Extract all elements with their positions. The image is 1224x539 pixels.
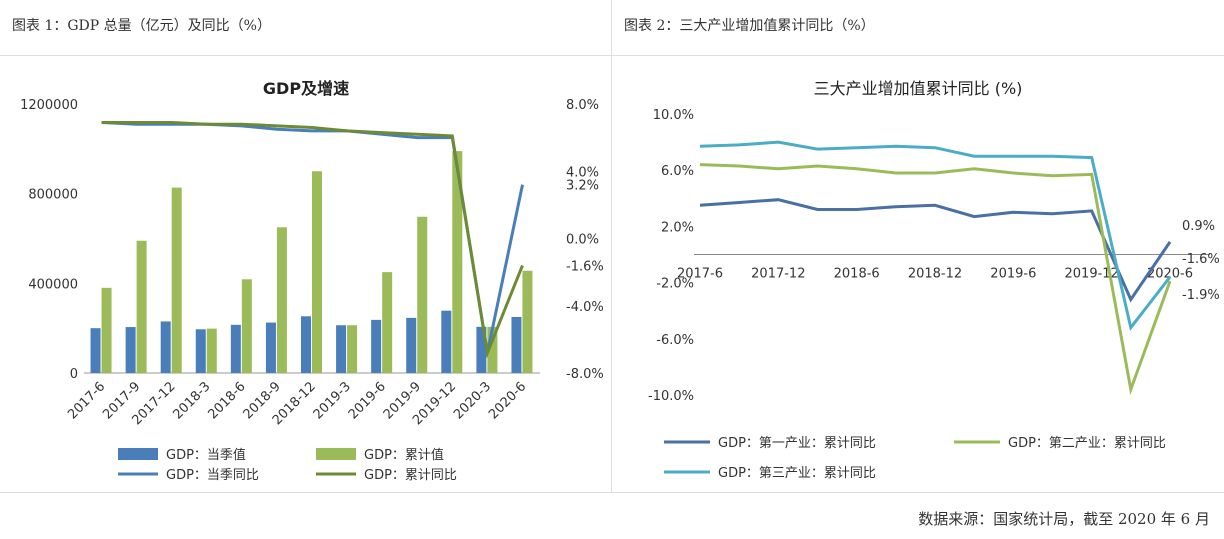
x-tick-label: 2018-12	[908, 267, 962, 282]
legend-label: GDP：第一产业：累计同比	[718, 436, 876, 451]
left-axis-tick-label: 1200000	[20, 98, 78, 113]
right-panel-title: 图表 2：三大产业增加值累计同比（%）	[624, 18, 875, 34]
bar	[452, 151, 463, 373]
series-line	[699, 163, 1172, 396]
series-line	[101, 121, 524, 359]
bar	[336, 325, 347, 373]
bar	[171, 187, 182, 373]
bar	[476, 326, 487, 373]
data-label: -1.6%	[1182, 252, 1220, 267]
bar	[417, 216, 428, 373]
right-axis-tick-label: -4.0%	[566, 300, 604, 315]
left-axis-tick-label: 0	[70, 367, 78, 382]
bar	[276, 227, 287, 373]
y-tick-label: -6.0%	[656, 333, 694, 348]
bar	[487, 326, 498, 373]
chart-title: 三大产业增加值累计同比 (%)	[814, 79, 1023, 98]
series-line	[699, 140, 1172, 332]
x-tick-label: 2020-3	[451, 379, 494, 422]
x-tick-label: 2019-12	[1065, 267, 1119, 282]
x-tick-label: 2020-6	[1147, 267, 1193, 282]
legend-label: GDP：累计值	[364, 447, 444, 463]
x-tick-label: 2019-6	[346, 379, 389, 422]
y-tick-label: 2.0%	[661, 220, 694, 235]
legend-swatch	[118, 448, 158, 460]
right-axis-tick-label: 4.0%	[566, 165, 599, 180]
left-axis-tick-label: 400000	[28, 277, 78, 292]
x-tick-label: 2019-3	[311, 379, 354, 422]
legend-label: GDP：第二产业：累计同比	[1008, 436, 1166, 451]
bar	[160, 321, 171, 373]
bar	[125, 327, 136, 373]
bar	[371, 319, 382, 373]
right-axis-tick-label: 8.0%	[566, 98, 599, 113]
bar	[511, 316, 522, 373]
x-tick-label: 2018-3	[170, 379, 213, 422]
bar	[101, 287, 112, 373]
data-label: 3.2%	[566, 179, 599, 194]
y-tick-label: 6.0%	[661, 164, 694, 179]
panel-divider	[611, 0, 612, 492]
left-panel-title: 图表 1：GDP 总量（亿元）及同比（%）	[12, 18, 271, 34]
x-tick-label: 2018-6	[834, 267, 880, 282]
bar	[195, 329, 206, 373]
bar	[312, 171, 322, 373]
data-label: 0.9%	[1182, 219, 1215, 234]
x-tick-label: 2017-12	[751, 267, 805, 282]
y-tick-label: -10.0%	[648, 389, 694, 404]
legend-label: GDP：第三产业：累计同比	[718, 466, 876, 481]
bar	[347, 325, 358, 373]
header-divider	[0, 55, 1224, 56]
legend-label: GDP：当季值	[166, 447, 246, 463]
chart-title: GDP及增速	[263, 79, 349, 98]
bar	[241, 279, 252, 373]
series-line	[699, 198, 1172, 303]
legend-label: GDP：当季同比	[166, 468, 259, 483]
bar	[522, 270, 533, 373]
data-label: -1.6%	[566, 259, 604, 274]
footer-divider	[0, 492, 1224, 493]
industry-growth-chart: 三大产业增加值累计同比 (%) 10.0% 6.0% 2.0% -2.0% -6.0% -1…	[648, 79, 1220, 481]
bar	[206, 328, 217, 373]
bar	[406, 317, 417, 373]
bar	[301, 316, 311, 373]
x-tick-label: 2018-6	[206, 379, 249, 422]
right-axis-tick-label: 0.0%	[566, 233, 599, 248]
right-axis-tick-label: -8.0%	[566, 367, 604, 382]
x-tick-label: 2020-6	[486, 379, 529, 422]
bar	[441, 310, 452, 373]
y-tick-label: -2.0%	[656, 277, 694, 292]
x-tick-label: 2019-6	[990, 267, 1036, 282]
legend-swatch	[316, 448, 356, 460]
bar	[382, 272, 393, 373]
left-axis-tick-label: 800000	[28, 188, 78, 203]
x-tick-label: 2017-6	[65, 379, 108, 422]
data-label: -1.9%	[1182, 288, 1220, 303]
x-tick-label: 2017-6	[677, 267, 723, 282]
bar	[136, 240, 147, 373]
legend-label: GDP：累计同比	[364, 468, 457, 483]
gdp-chart: GDP及增速 1200000 800000 400000 0 8.0% 4.0% 0.0% -4…	[20, 79, 604, 483]
bar	[230, 324, 241, 373]
y-tick-label: 10.0%	[653, 108, 694, 123]
bar	[90, 328, 101, 373]
data-source-note: 数据来源：国家统计局，截至 2020 年 6 月	[918, 510, 1210, 528]
bar	[265, 322, 276, 373]
